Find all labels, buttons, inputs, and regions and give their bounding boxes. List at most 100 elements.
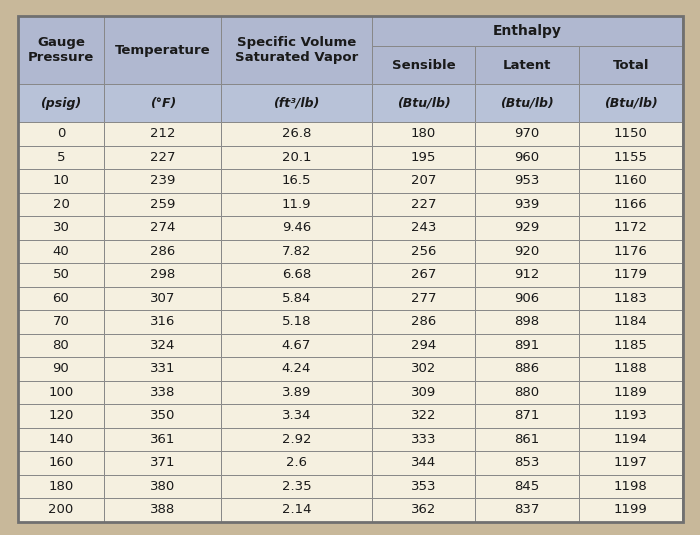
- Text: 6.68: 6.68: [282, 269, 312, 281]
- Bar: [104, 193, 221, 216]
- Bar: [579, 216, 682, 240]
- Text: 361: 361: [150, 433, 176, 446]
- Text: Temperature: Temperature: [115, 44, 211, 57]
- Bar: [18, 169, 104, 193]
- Text: 1155: 1155: [614, 151, 648, 164]
- Bar: [221, 146, 372, 169]
- Text: Specific Volume
Saturated Vapor: Specific Volume Saturated Vapor: [235, 36, 358, 64]
- Text: 40: 40: [52, 245, 69, 258]
- Text: 180: 180: [411, 127, 436, 141]
- Text: 277: 277: [411, 292, 436, 305]
- Text: 307: 307: [150, 292, 176, 305]
- Text: 30: 30: [52, 221, 69, 234]
- Bar: [372, 498, 475, 522]
- Bar: [579, 451, 682, 475]
- Text: 259: 259: [150, 198, 176, 211]
- Bar: [579, 287, 682, 310]
- Bar: [475, 46, 579, 85]
- Bar: [372, 427, 475, 451]
- Bar: [18, 381, 104, 404]
- Text: 10: 10: [52, 174, 69, 187]
- Bar: [104, 498, 221, 522]
- Bar: [475, 263, 579, 287]
- Bar: [475, 216, 579, 240]
- Bar: [475, 85, 579, 122]
- Text: (psig): (psig): [41, 97, 82, 110]
- Bar: [475, 404, 579, 427]
- Text: Sensible: Sensible: [392, 59, 455, 72]
- Text: 338: 338: [150, 386, 176, 399]
- Bar: [221, 381, 372, 404]
- Bar: [372, 404, 475, 427]
- Text: 1194: 1194: [614, 433, 648, 446]
- Bar: [579, 381, 682, 404]
- Bar: [372, 216, 475, 240]
- Bar: [579, 357, 682, 381]
- Text: 309: 309: [411, 386, 436, 399]
- Text: 11.9: 11.9: [282, 198, 312, 211]
- Bar: [104, 381, 221, 404]
- Text: Gauge
Pressure: Gauge Pressure: [28, 36, 94, 64]
- Text: 50: 50: [52, 269, 69, 281]
- Bar: [18, 334, 104, 357]
- Text: 331: 331: [150, 362, 176, 376]
- Text: 9.46: 9.46: [282, 221, 312, 234]
- Text: 1198: 1198: [614, 480, 648, 493]
- Bar: [18, 451, 104, 475]
- Text: 1193: 1193: [614, 409, 648, 423]
- Bar: [221, 263, 372, 287]
- Bar: [221, 357, 372, 381]
- Bar: [18, 427, 104, 451]
- Bar: [221, 85, 372, 122]
- Bar: [579, 310, 682, 334]
- Text: 1183: 1183: [614, 292, 648, 305]
- Bar: [475, 334, 579, 357]
- Text: 344: 344: [411, 456, 436, 469]
- Bar: [104, 85, 221, 122]
- Text: 286: 286: [150, 245, 176, 258]
- Text: 3.34: 3.34: [282, 409, 312, 423]
- Bar: [579, 146, 682, 169]
- Bar: [104, 287, 221, 310]
- Text: 4.24: 4.24: [282, 362, 312, 376]
- Text: 2.6: 2.6: [286, 456, 307, 469]
- Bar: [475, 498, 579, 522]
- Text: 1150: 1150: [614, 127, 648, 141]
- Text: 845: 845: [514, 480, 540, 493]
- Text: (Btu/lb): (Btu/lb): [500, 97, 554, 110]
- Bar: [372, 122, 475, 146]
- Bar: [579, 263, 682, 287]
- Text: 294: 294: [411, 339, 436, 352]
- Bar: [104, 169, 221, 193]
- Bar: [475, 475, 579, 498]
- Bar: [372, 193, 475, 216]
- Text: 970: 970: [514, 127, 540, 141]
- Bar: [104, 427, 221, 451]
- Bar: [372, 240, 475, 263]
- Bar: [372, 287, 475, 310]
- Text: 1189: 1189: [614, 386, 648, 399]
- Bar: [18, 287, 104, 310]
- Bar: [18, 263, 104, 287]
- Text: 243: 243: [411, 221, 436, 234]
- Text: 350: 350: [150, 409, 176, 423]
- Bar: [372, 381, 475, 404]
- Bar: [372, 85, 475, 122]
- Text: 70: 70: [52, 316, 69, 328]
- Text: 3.89: 3.89: [282, 386, 312, 399]
- Text: 120: 120: [48, 409, 74, 423]
- Text: 195: 195: [411, 151, 436, 164]
- Bar: [104, 146, 221, 169]
- Bar: [579, 193, 682, 216]
- Bar: [372, 169, 475, 193]
- Bar: [372, 357, 475, 381]
- Text: (Btu/lb): (Btu/lb): [604, 97, 657, 110]
- Bar: [475, 357, 579, 381]
- Text: 898: 898: [514, 316, 540, 328]
- Text: 298: 298: [150, 269, 176, 281]
- Text: 1166: 1166: [614, 198, 648, 211]
- Text: 5.84: 5.84: [282, 292, 312, 305]
- Bar: [372, 263, 475, 287]
- Text: 380: 380: [150, 480, 176, 493]
- Bar: [104, 475, 221, 498]
